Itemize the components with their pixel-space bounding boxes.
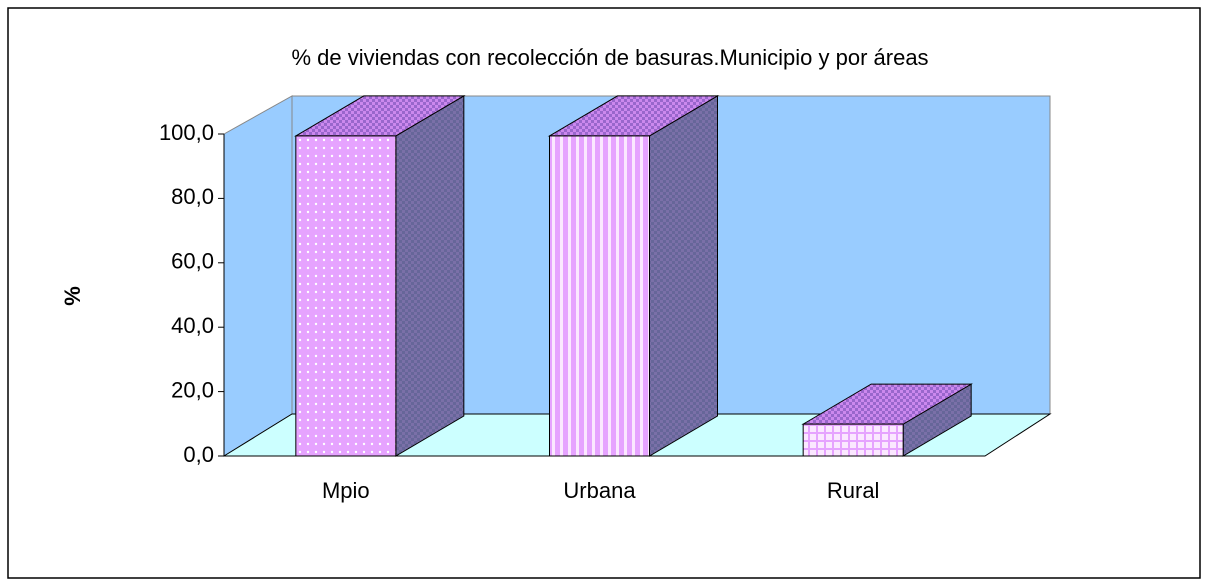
bar-side <box>395 95 465 457</box>
y-tick-label: 0,0 <box>183 442 214 467</box>
x-tick-label: Mpio <box>322 478 370 503</box>
y-tick-label: 20,0 <box>171 377 214 402</box>
bar-side <box>649 95 718 457</box>
bar <box>802 423 904 457</box>
chart-title: % de viviendas con recolección de basura… <box>291 45 929 70</box>
y-axis-label: % <box>60 286 85 306</box>
bar <box>295 135 397 457</box>
x-tick-label: Rural <box>827 478 880 503</box>
x-tick-label: Urbana <box>563 478 636 503</box>
bar <box>549 135 650 457</box>
y-tick-label: 80,0 <box>171 184 214 209</box>
y-tick-label: 60,0 <box>171 249 214 274</box>
side-wall <box>223 95 293 457</box>
y-tick-label: 40,0 <box>171 313 214 338</box>
y-tick-label: 100,0 <box>159 120 214 145</box>
